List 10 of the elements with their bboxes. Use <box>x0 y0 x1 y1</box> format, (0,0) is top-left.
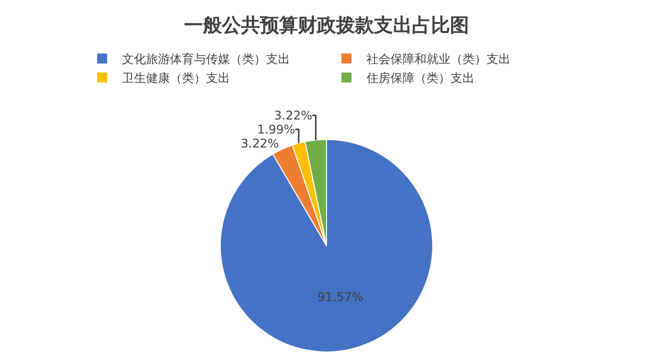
data-label: 3.22% <box>240 136 279 150</box>
legend-label: 社会保障和就业（类）支出 <box>366 52 510 66</box>
chart-title: 一般公共预算财政拨款支出占比图 <box>184 14 469 36</box>
legend-label: 住房保障（类）支出 <box>366 71 474 86</box>
legend-label: 文化旅游体育与传媒（类）支出 <box>122 52 290 66</box>
pie-slice <box>220 139 434 352</box>
legend-label: 卫生健康（类）支出 <box>122 71 230 86</box>
data-label: 3.22% <box>274 108 312 122</box>
data-label: 91.57% <box>318 290 364 304</box>
data-label: 1.99% <box>257 122 296 136</box>
